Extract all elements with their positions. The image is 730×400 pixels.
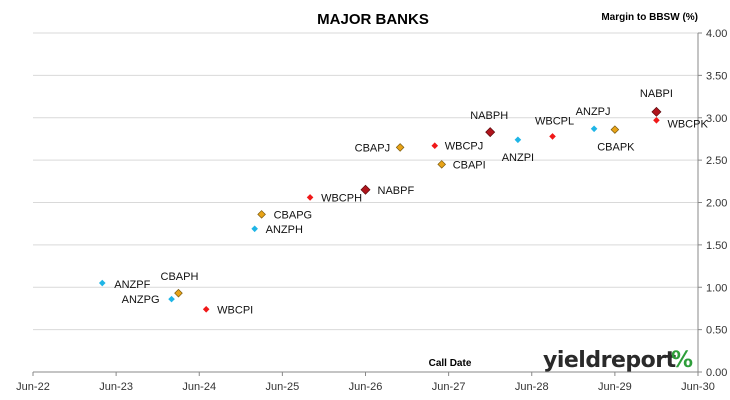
point-anzpj — [590, 125, 598, 133]
x-tick-label: Jun-22 — [16, 381, 50, 393]
y-tick-label: 0.00 — [706, 367, 727, 379]
y-tick-label: 2.50 — [706, 155, 727, 167]
y-tick-label: 1.50 — [706, 240, 727, 252]
x-tick-label: Jun-26 — [349, 381, 383, 393]
x-tick-label: Jun-30 — [681, 381, 715, 393]
data-points — [98, 106, 662, 313]
y-tick-label: 4.00 — [706, 28, 727, 40]
y-axis-title: Margin to BBSW (%) — [601, 12, 698, 23]
point-nabpi — [651, 106, 662, 117]
x-tick-label: Jun-28 — [515, 381, 549, 393]
point-wbcph — [306, 194, 314, 201]
x-tick-label: Jun-23 — [99, 381, 133, 393]
y-tick-label: 2.00 — [706, 198, 727, 210]
label-anzpj: ANZPJ — [576, 106, 611, 118]
label-cbapj: CBAPJ — [355, 142, 390, 154]
brand-logo: yieldreport % — [543, 348, 693, 373]
x-tick-label: Jun-24 — [182, 381, 216, 393]
label-cbapg: CBAPG — [274, 209, 313, 221]
label-wbcpk: WBCPK — [667, 118, 708, 130]
point-cbapk — [610, 125, 620, 134]
brand-name: yieldreport — [543, 348, 677, 373]
point-cbapg — [257, 210, 266, 219]
label-nabph: NABPH — [470, 110, 508, 122]
label-nabpf: NABPF — [378, 185, 415, 197]
x-tick-label: Jun-25 — [266, 381, 300, 393]
y-tick-label: 3.50 — [706, 70, 727, 82]
y-tick-label: 3.00 — [706, 113, 727, 125]
point-nabpf — [360, 184, 371, 195]
point-anzph — [251, 225, 258, 233]
x-tick-label: Jun-29 — [598, 381, 632, 393]
chart-title: MAJOR BANKS — [317, 11, 429, 28]
point-cbapj — [395, 143, 405, 152]
label-wbcpj: WBCPJ — [445, 141, 484, 153]
y-tick-labels: 0.00 0.50 1.00 1.50 2.00 2.50 3.00 3.50 4.00 — [706, 28, 727, 379]
point-anzpg — [168, 295, 175, 303]
label-nabpi: NABPI — [640, 88, 673, 100]
point-nabph — [485, 127, 496, 138]
x-axis-title: Call Date — [429, 358, 472, 369]
label-wbcpl: WBCPL — [535, 115, 574, 127]
point-anzpf — [98, 279, 106, 287]
label-anzpg: ANZPG — [122, 294, 160, 306]
point-wbcpl — [549, 133, 556, 140]
point-cbapi — [437, 160, 446, 169]
point-wbcpj — [431, 142, 439, 150]
x-tick-label: Jun-27 — [432, 381, 466, 393]
label-cbapk: CBAPK — [597, 142, 635, 154]
point-wbcpi — [202, 305, 210, 313]
label-wbcph: WBCPH — [321, 192, 362, 204]
point-anzpi — [514, 136, 522, 144]
point-cbaph — [174, 288, 183, 298]
label-cbapi: CBAPI — [453, 159, 486, 171]
gridlines — [33, 32, 698, 331]
label-anzpf: ANZPF — [114, 279, 150, 291]
label-wbcpi: WBCPI — [217, 304, 253, 316]
label-anzpi: ANZPI — [502, 152, 534, 164]
axes — [32, 32, 702, 376]
x-tick-labels: Jun-22 Jun-23 Jun-24 Jun-25 Jun-26 Jun-27 Jun-… — [16, 381, 715, 393]
label-cbaph: CBAPH — [161, 271, 199, 283]
brand-suffix: % — [671, 348, 693, 373]
label-anzph: ANZPH — [266, 224, 303, 236]
y-tick-label: 0.50 — [706, 325, 727, 337]
point-wbcpk — [653, 116, 660, 124]
y-tick-label: 1.00 — [706, 282, 727, 294]
